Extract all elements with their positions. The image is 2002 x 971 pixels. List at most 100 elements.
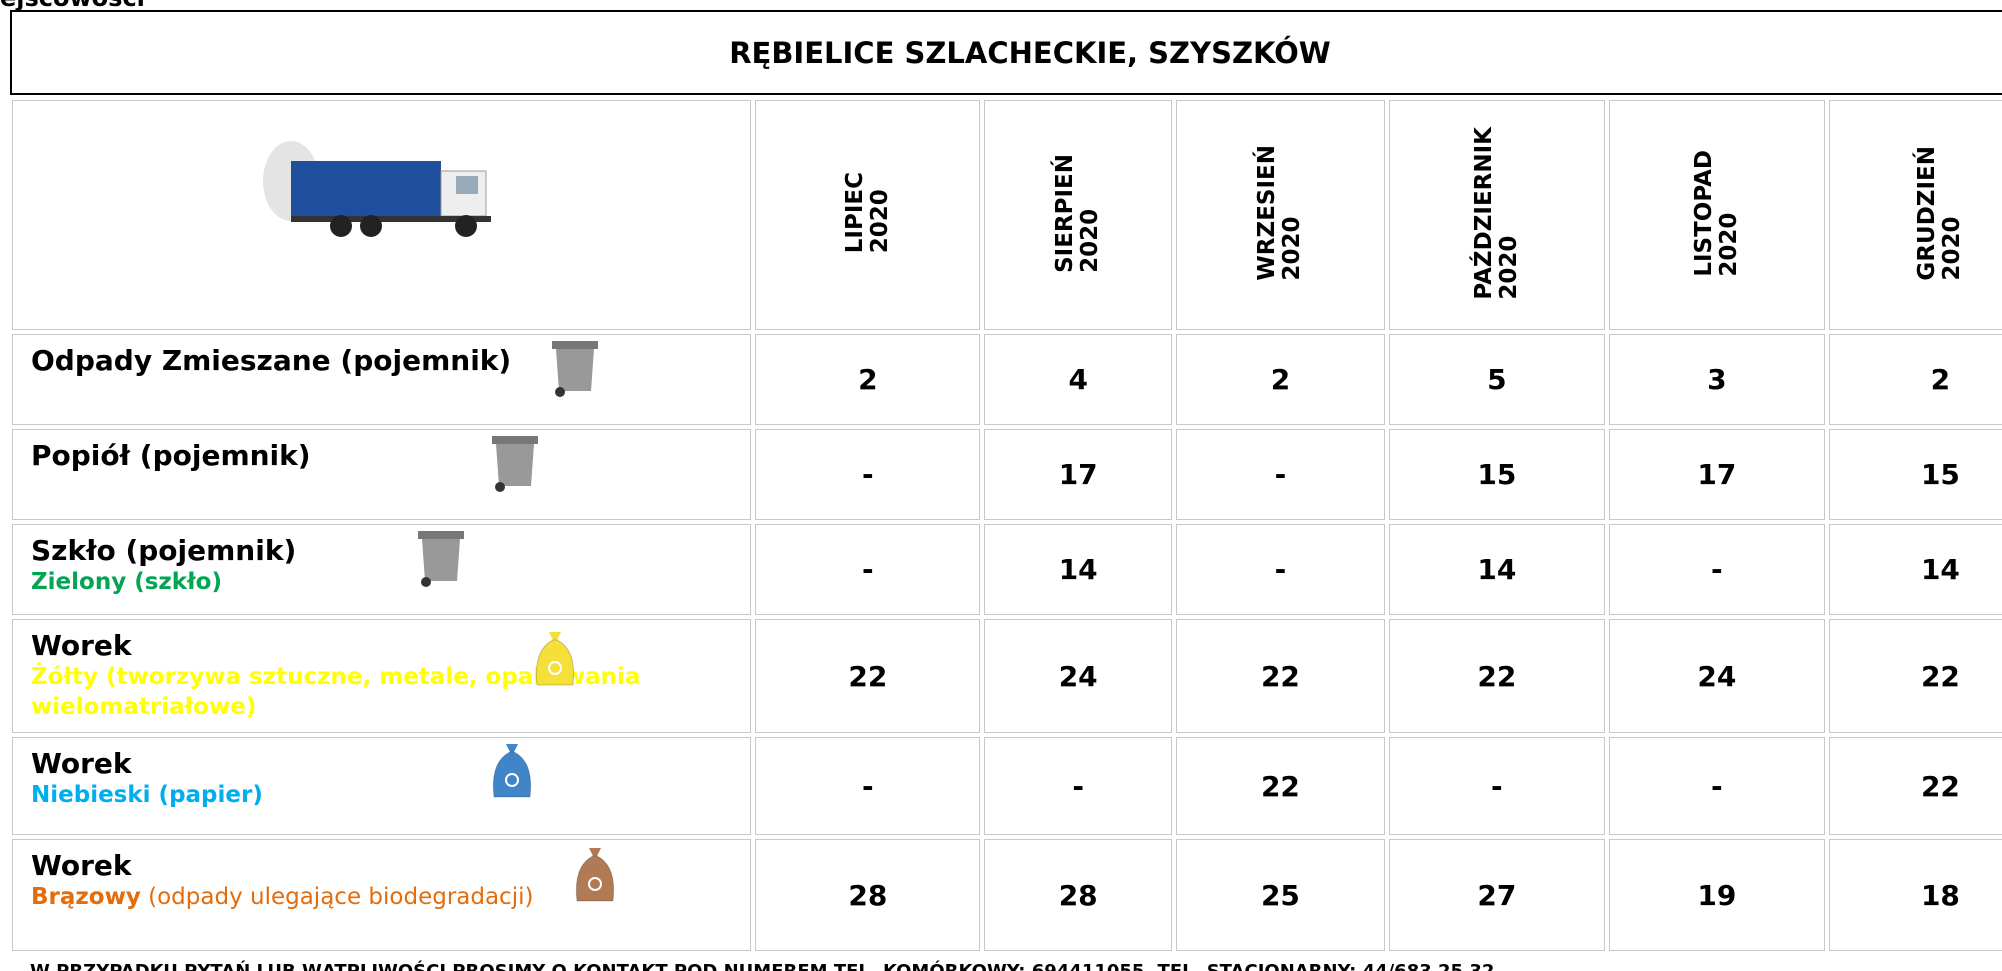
- value-cell: 15: [1828, 429, 2002, 520]
- data-row: Odpady Zmieszane (pojemnik) 2 4 2 5 3 2: [12, 334, 2002, 425]
- value-cell: -: [755, 737, 981, 835]
- month-name: PAŹDZIERNIK: [1470, 126, 1497, 300]
- data-row: Worek Niebieski (papier) - -22- -22: [12, 737, 2002, 835]
- month-label: LISTOPAD 2020: [1690, 149, 1742, 277]
- value-cell: -: [984, 737, 1172, 835]
- value-cell: 22: [755, 619, 981, 733]
- schedule: RĘBIELICE SZLACHECKIE, SZYSZKÓW LIPIEC 20…: [10, 10, 2002, 971]
- value-cell: 28: [984, 839, 1172, 951]
- value-cell: 19: [1608, 839, 1825, 951]
- value-cell: 17: [984, 429, 1172, 520]
- value-cell: -: [1608, 737, 1825, 835]
- row-label: Worek: [31, 747, 132, 780]
- row-label: Worek: [31, 629, 132, 662]
- title: RĘBIELICE SZLACHECKIE, SZYSZKÓW: [10, 10, 2002, 95]
- month-name: SIERPIEŃ: [1052, 153, 1079, 273]
- month-year: 2020: [1715, 212, 1742, 277]
- month-year: 2020: [1495, 235, 1522, 300]
- value-cell: 28: [755, 839, 981, 951]
- month-header: GRUDZIEŃ 2020: [1828, 100, 2002, 330]
- value-cell: -: [755, 524, 981, 615]
- row-sublabel: Brązowy (odpady ulegające biodegradacji): [31, 882, 732, 912]
- month-label: WRZESIEŃ 2020: [1254, 145, 1306, 281]
- bin: [552, 341, 598, 397]
- truck-image: [261, 131, 501, 245]
- value-cell: 27: [1388, 839, 1605, 951]
- month-year: 2020: [866, 189, 893, 254]
- sublabel-note: (odpady ulegające biodegradacji): [140, 884, 534, 910]
- month-header: PAŹDZIERNIK 2020: [1388, 100, 1605, 330]
- truck: [263, 141, 491, 237]
- month-label: GRUDZIEŃ 2020: [1914, 145, 1966, 281]
- value-cell: 24: [984, 619, 1172, 733]
- bag: [535, 632, 575, 686]
- bag: [575, 848, 615, 902]
- row-label: Odpady Zmieszane (pojemnik): [31, 344, 512, 377]
- row-icon: [533, 630, 577, 694]
- value-cell: 17: [1608, 429, 1825, 520]
- row-label-cell: Worek Żółty (tworzywa sztuczne, metale, o…: [12, 619, 752, 733]
- value-cell: 3: [1608, 334, 1825, 425]
- month-name: LISTOPAD: [1690, 149, 1717, 277]
- value-cell: 22: [1175, 619, 1385, 733]
- bin: [418, 531, 464, 587]
- bin: [492, 436, 538, 492]
- value-cell: 14: [1388, 524, 1605, 615]
- row-label-cell: Odpady Zmieszane (pojemnik): [12, 334, 752, 425]
- month-header: SIERPIEŃ 2020: [984, 100, 1172, 330]
- row-icon: [416, 529, 466, 591]
- month-label: SIERPIEŃ 2020: [1052, 153, 1104, 273]
- value-cell: -: [1175, 429, 1385, 520]
- data-row: Worek Brązowy (odpady ulegające biodegrad…: [12, 839, 2002, 951]
- value-cell: 22: [1828, 619, 2002, 733]
- value-cell: 22: [1388, 619, 1605, 733]
- month-name: LIPIEC: [841, 172, 868, 254]
- row-sublabel: Niebieski (papier): [31, 780, 732, 810]
- data-row: Szkło (pojemnik) Zielony (szkło) -14-14-14: [12, 524, 2002, 615]
- value-cell: 18: [1828, 839, 2002, 951]
- value-cell: 2: [1828, 334, 2002, 425]
- value-cell: -: [1175, 524, 1385, 615]
- row-label-cell: Popiół (pojemnik): [12, 429, 752, 520]
- value-cell: 14: [984, 524, 1172, 615]
- month-header: WRZESIEŃ 2020: [1175, 100, 1385, 330]
- row-icon: [550, 339, 600, 401]
- sublabel-main: Brązowy: [31, 884, 141, 910]
- footer: W PRZYPADKU PYTAŃ LUB WĄTPLIWOŚCI PROSIM…: [30, 960, 1495, 971]
- row-label-cell: Worek Niebieski (papier): [12, 737, 752, 835]
- month-label: PAŹDZIERNIK 2020: [1470, 126, 1522, 300]
- value-cell: -: [1608, 524, 1825, 615]
- month-name: WRZESIEŃ: [1254, 145, 1281, 281]
- value-cell: 22: [1828, 737, 2002, 835]
- row-icon: [490, 742, 534, 806]
- value-cell: 14: [1828, 524, 2002, 615]
- row-label-cell: Szkło (pojemnik) Zielony (szkło): [12, 524, 752, 615]
- value-cell: -: [755, 429, 981, 520]
- row-sublabel: Żółty (tworzywa sztuczne, metale, opakow…: [31, 662, 732, 722]
- bag: [492, 744, 532, 798]
- value-cell: 25: [1175, 839, 1385, 951]
- value-cell: 2: [1175, 334, 1385, 425]
- row-label: Popiół (pojemnik): [31, 439, 311, 472]
- month-header: LIPIEC 2020: [755, 100, 981, 330]
- footer-row: W PRZYPADKU PYTAŃ LUB WĄTPLIWOŚCI PROSIM…: [12, 955, 2002, 971]
- row-label: Worek: [31, 849, 132, 882]
- month-year: 2020: [1077, 208, 1104, 273]
- month-year: 2020: [1279, 216, 1306, 281]
- row-label: Szkło (pojemnik): [31, 534, 297, 567]
- data-row: Worek Żółty (tworzywa sztuczne, metale, o…: [12, 619, 2002, 733]
- month-year: 2020: [1939, 216, 1966, 281]
- row-icon: [490, 434, 540, 496]
- month-label: LIPIEC 2020: [841, 172, 893, 254]
- value-cell: 4: [984, 334, 1172, 425]
- value-cell: 24: [1608, 619, 1825, 733]
- data-row: Popiół (pojemnik) -17-15 17 15: [12, 429, 2002, 520]
- schedule-table: LIPIEC 2020 SIERPIEŃ 2020 WRZESIEŃ 2020 PAŹDZI…: [10, 96, 2002, 971]
- value-cell: 15: [1388, 429, 1605, 520]
- month-header: LISTOPAD 2020: [1608, 100, 1825, 330]
- value-cell: -: [1388, 737, 1605, 835]
- value-cell: 2: [755, 334, 981, 425]
- month-name: GRUDZIEŃ: [1914, 145, 1941, 281]
- header-row: LIPIEC 2020 SIERPIEŃ 2020 WRZESIEŃ 2020 PAŹDZI…: [12, 100, 2002, 330]
